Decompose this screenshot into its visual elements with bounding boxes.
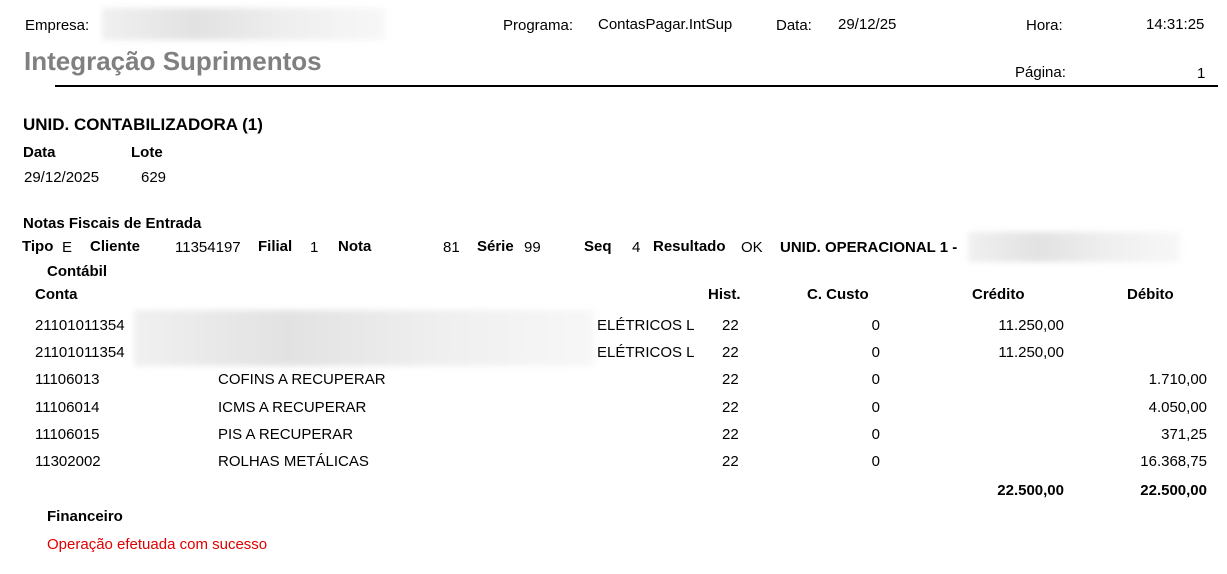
row-debito: 1.710,00 [1148,371,1207,388]
col-conta: Conta [35,286,78,303]
notas-title: Notas Fiscais de Entrada [23,215,202,232]
report-title: Integração Suprimentos [24,46,322,76]
filial-label: Filial [258,238,293,255]
row-desc: ELÉTRICOS L [597,317,695,334]
contabil-title: Contábil [47,263,107,280]
row-desc: PIS A RECUPERAR [218,426,354,443]
pagina-value: 1 [1197,65,1206,82]
row-ccusto: 0 [871,453,880,470]
data-col-label: Data [23,144,56,161]
serie-label: Série [477,238,514,255]
total-credito: 22.500,00 [997,482,1064,499]
programa-value: ContasPagar.IntSup [598,16,733,33]
row-desc: ELÉTRICOS L [597,344,695,361]
unid-data: 29/12/2025 [24,169,100,186]
row-ccusto: 0 [871,371,880,388]
col-credito: Crédito [972,286,1025,303]
nota-label: Nota [338,238,372,255]
row-debito: 4.050,00 [1148,399,1207,416]
total-debito: 22.500,00 [1140,482,1207,499]
resultado-label: Resultado [653,238,726,255]
seq-label: Seq [584,238,612,255]
redacted-empresa [102,8,385,40]
serie-value: 99 [524,239,541,256]
empresa-label: Empresa: [25,17,90,34]
col-hist: Hist. [708,286,741,303]
cliente-value: 11354197 [175,239,241,256]
row-ccusto: 0 [871,317,880,334]
row-hist: 22 [722,317,739,334]
row-conta: 11106013 [35,371,100,388]
row-hist: 22 [722,371,739,388]
row-ccusto: 0 [871,426,880,443]
row-ccusto: 0 [871,344,880,361]
row-hist: 22 [722,344,739,361]
row-desc: ROLHAS METÁLICAS [218,453,369,470]
data-value: 29/12/25 [838,16,897,33]
programa-label: Programa: [503,17,574,34]
row-hist: 22 [722,399,739,416]
redacted-description [134,310,594,366]
resultado-value: OK [741,239,763,256]
unid-lote: 629 [141,169,167,186]
filial-value: 1 [310,239,319,256]
row-desc: ICMS A RECUPERAR [218,399,367,416]
financeiro-message: Operação efetuada com sucesso [47,536,268,553]
header-divider [55,85,1218,87]
col-debito: Débito [1127,286,1174,303]
hora-label: Hora: [1026,17,1063,34]
unid-title: UNID. CONTABILIZADORA (1) [23,115,263,134]
tipo-label: Tipo [22,238,54,255]
tipo-value: E [62,239,73,256]
cliente-label: Cliente [90,238,141,255]
row-credito: 11.250,00 [998,344,1064,361]
row-hist: 22 [722,426,739,443]
row-conta: 21101011354 [35,344,125,361]
row-conta: 11302002 [35,453,101,470]
row-hist: 22 [722,453,739,470]
col-ccusto: C. Custo [807,286,869,303]
row-debito: 16.368,75 [1140,453,1207,470]
nota-value: 81 [443,239,460,256]
row-debito: 371,25 [1161,426,1207,443]
row-conta: 11106015 [35,426,100,443]
row-credito: 11.250,00 [998,317,1064,334]
financeiro-title: Financeiro [47,508,123,525]
seq-value: 4 [632,239,641,256]
redacted-operacional [968,232,1180,262]
row-ccusto: 0 [871,399,880,416]
pagina-label: Página: [1015,64,1066,81]
row-conta: 11106014 [35,399,100,416]
row-conta: 21101011354 [35,317,125,334]
data-label: Data: [776,17,812,34]
hora-value: 14:31:25 [1146,16,1205,33]
operacional-label: UNID. OPERACIONAL 1 - [780,239,958,256]
lote-col-label: Lote [131,144,163,161]
row-desc: COFINS A RECUPERAR [218,371,386,388]
